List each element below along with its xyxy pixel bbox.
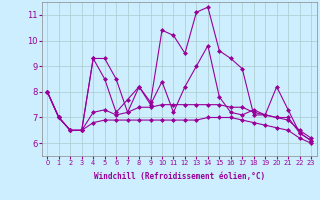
X-axis label: Windchill (Refroidissement éolien,°C): Windchill (Refroidissement éolien,°C)	[94, 172, 265, 181]
